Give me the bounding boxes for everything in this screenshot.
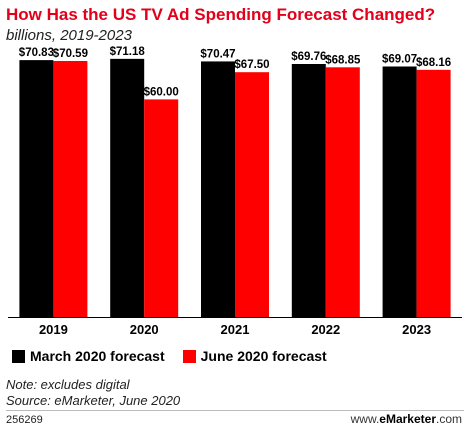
legend-label-march: March 2020 forecast: [30, 348, 165, 364]
note-text: Note: excludes digital: [6, 377, 130, 392]
legend-swatch-june: [182, 349, 196, 363]
data-label-march-2022: $69.76: [291, 51, 326, 63]
data-label-june-2020: $60.00: [144, 86, 179, 98]
brand-suffix: .com: [435, 412, 462, 426]
footer-divider: [6, 410, 464, 411]
legend-swatch-march: [12, 349, 25, 363]
brand-prefix: www.: [350, 412, 380, 426]
bar-june-2021: [235, 72, 269, 317]
bar-march-2021: [201, 61, 235, 317]
chart-subtitle: billions, 2019-2023: [6, 27, 132, 44]
bar-june-2020: [144, 99, 179, 318]
x-tick-label-2020: 2020: [130, 322, 159, 337]
chart-title: How Has the US TV Ad Spending Forecast C…: [6, 5, 436, 24]
brand-logo: www.eMarketer.com: [351, 412, 462, 426]
data-label-june-2021: $67.50: [234, 59, 269, 71]
brand-name: eMarketer: [379, 412, 436, 426]
notes: Note: excludes digital Source: eMarketer…: [6, 377, 180, 409]
data-label-june-2019: $70.59: [53, 48, 88, 60]
bar-march-2022: [291, 64, 326, 318]
data-label-june-2022: $68.85: [325, 54, 361, 66]
data-label-june-2023: $68.16: [416, 57, 451, 69]
legend-item-june: June 2020 forecast: [182, 348, 327, 364]
x-tick-label-2021: 2021: [221, 322, 250, 337]
source-text: Source: eMarketer, June 2020: [6, 393, 181, 408]
x-tick-label-2023: 2023: [402, 322, 431, 337]
bar-march-2020: [110, 58, 145, 317]
data-label-march-2020: $71.18: [110, 46, 146, 58]
x-tick-label-2019: 2019: [39, 322, 68, 337]
legend-item-march: March 2020 forecast: [12, 348, 165, 364]
bar-march-2019: [19, 60, 54, 317]
data-label-march-2021: $70.47: [200, 48, 235, 60]
data-label-march-2023: $69.07: [382, 54, 417, 66]
legend: March 2020 forecast June 2020 forecast: [12, 348, 345, 364]
bar-chart: $70.83$70.592019$71.18$60.002020$70.47$6…: [8, 46, 462, 337]
bar-june-2022: [325, 67, 360, 317]
bar-march-2023: [382, 66, 417, 317]
x-tick-label-2022: 2022: [311, 322, 340, 337]
data-label-march-2019: $70.83: [19, 47, 54, 59]
legend-label-june: June 2020 forecast: [200, 348, 327, 364]
bar-june-2023: [416, 69, 451, 317]
chart-id: 256269: [6, 414, 43, 426]
bar-june-2019: [53, 60, 88, 318]
